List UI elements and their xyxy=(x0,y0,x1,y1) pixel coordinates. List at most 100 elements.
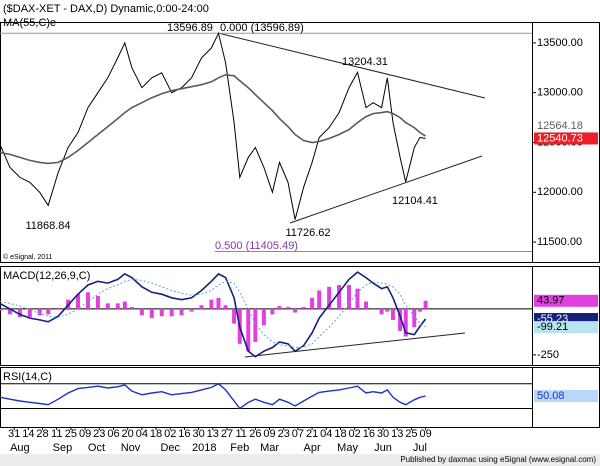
x-tick-label: 16 xyxy=(178,428,190,440)
histogram-bar xyxy=(379,308,384,315)
histogram-bar xyxy=(179,308,184,316)
x-tick-label: 09 xyxy=(79,428,91,440)
x-tick-label: 26 xyxy=(249,428,261,440)
x-tick-label: 02 xyxy=(164,428,176,440)
x-tick-label: 09 xyxy=(419,428,431,440)
legend-entry: MA(55,C)e xyxy=(3,17,56,29)
histogram-bar xyxy=(385,308,390,312)
histogram-bar xyxy=(423,300,428,309)
series-line xyxy=(0,271,427,358)
series-line xyxy=(0,31,426,220)
x-month-label: Dec xyxy=(160,442,180,454)
histogram-bar xyxy=(261,308,266,326)
x-tick-label: 14 xyxy=(22,428,34,440)
y-tick-label: 12000.00 xyxy=(537,186,583,198)
annotation: 13596.89 xyxy=(167,22,213,34)
last-value-label: 50.08 xyxy=(537,390,565,402)
x-tick-label: 18 xyxy=(334,428,346,440)
trendline xyxy=(217,32,486,99)
x-tick-label: 21 xyxy=(306,428,318,440)
histogram-bar xyxy=(129,307,134,309)
trendline xyxy=(244,332,466,358)
x-month-label: Apr xyxy=(304,442,321,454)
histogram-bar xyxy=(169,308,174,317)
x-month-label: Nov xyxy=(121,442,141,454)
last-value-label: 12564.18 xyxy=(537,120,583,132)
histogram-bar xyxy=(209,299,214,309)
histogram-bar xyxy=(139,308,144,316)
histogram-bar xyxy=(115,303,120,309)
histogram-bar xyxy=(27,308,32,318)
x-tick-label: 23 xyxy=(93,428,105,440)
histogram-bar xyxy=(232,308,237,324)
x-month-label: May xyxy=(337,442,358,454)
x-tick-label: 20 xyxy=(122,428,134,440)
last-value-label: 12540.73 xyxy=(537,132,583,144)
histogram-bar xyxy=(159,308,164,317)
histogram-bar xyxy=(337,284,342,309)
x-month-label: Aug xyxy=(10,442,30,454)
histogram-bar xyxy=(317,290,322,309)
histogram-bar xyxy=(216,297,221,309)
annotation: 11868.84 xyxy=(25,220,70,232)
x-tick-label: 16 xyxy=(363,428,375,440)
last-value-box xyxy=(534,390,598,403)
annotation: 0.500 (11405.49) xyxy=(215,240,298,252)
x-month-label: Feb xyxy=(230,442,249,454)
histogram-bar xyxy=(346,284,351,309)
trendline xyxy=(289,155,483,224)
last-value-box xyxy=(534,321,598,334)
x-tick-label: 09 xyxy=(263,428,275,440)
x-tick-label: 13 xyxy=(207,428,219,440)
x-tick-label: 18 xyxy=(150,428,162,440)
y-tick-label: 13500.00 xyxy=(537,37,583,49)
x-tick-label: 11 xyxy=(235,428,246,440)
annotation: 11726.62 xyxy=(285,227,330,239)
x-tick-label: 04 xyxy=(136,428,148,440)
histogram-bar xyxy=(122,301,127,309)
histogram-bar xyxy=(253,308,258,342)
histogram-bar xyxy=(223,305,228,309)
histogram-bar xyxy=(46,308,51,315)
chart-title: ($DAX-XET - DAX,D) Dynamic,0:00-24:00 xyxy=(3,3,209,15)
last-value-box xyxy=(534,132,598,145)
x-month-label: Mar xyxy=(260,442,279,454)
x-tick-label: 23 xyxy=(278,428,290,440)
histogram-bar xyxy=(85,292,90,309)
x-tick-label: 07 xyxy=(292,428,304,440)
x-tick-label: 25 xyxy=(405,428,417,440)
annotation: 12104.41 xyxy=(392,195,438,207)
x-month-label: Jun xyxy=(374,442,392,454)
histogram-bar xyxy=(285,307,290,309)
x-tick-label: 02 xyxy=(349,428,361,440)
x-tick-label: 31 xyxy=(8,428,20,440)
x-tick-label: 28 xyxy=(36,428,48,440)
histogram-bar xyxy=(412,308,417,328)
histogram-bar xyxy=(310,297,315,309)
histogram-bar xyxy=(355,288,360,309)
x-tick-label: 27 xyxy=(221,428,233,440)
histogram-bar xyxy=(7,308,12,315)
x-tick-label: 13 xyxy=(391,428,403,440)
x-tick-label: 25 xyxy=(65,428,77,440)
footer-bar xyxy=(0,454,600,466)
histogram-bar xyxy=(398,308,403,331)
histogram-bar xyxy=(327,286,332,309)
histogram-bar xyxy=(95,295,100,309)
histogram-bar xyxy=(37,308,42,316)
annotation: 13204.31 xyxy=(342,56,388,68)
last-value-label: 43.97 xyxy=(537,295,565,307)
histogram-bar xyxy=(403,308,408,337)
histogram-bar xyxy=(293,308,298,313)
histogram-bar xyxy=(246,308,251,352)
y-tick-label: 13000.00 xyxy=(537,87,583,99)
x-tick-label: 30 xyxy=(377,428,389,440)
histogram-bar xyxy=(56,307,61,309)
histogram-bar xyxy=(270,308,275,315)
x-tick-label: 11 xyxy=(51,428,62,440)
y-tick-label: -250 xyxy=(537,349,559,361)
annotation: © eSignal, 2011 xyxy=(3,253,53,261)
x-tick-label: 04 xyxy=(320,428,332,440)
histogram-bar xyxy=(149,308,154,319)
